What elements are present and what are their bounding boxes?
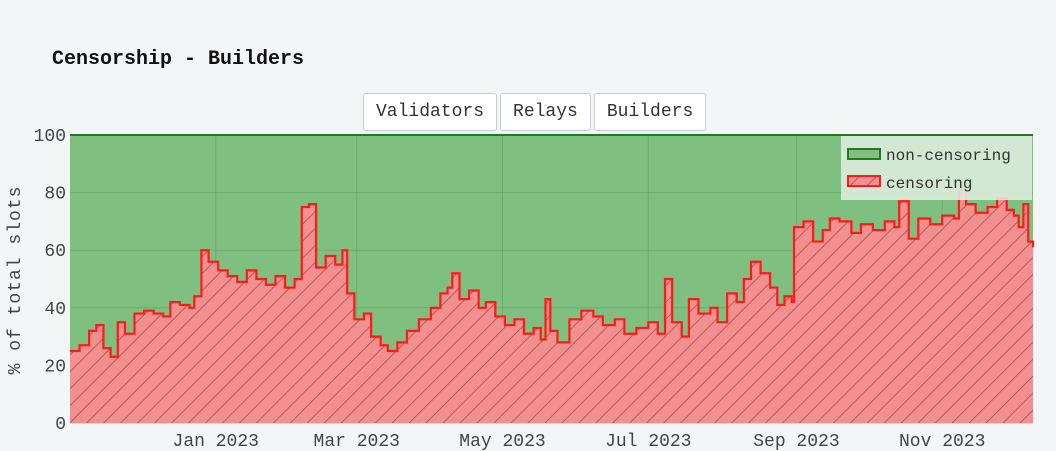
y-axis: 0 20 40 60 80 100 — [34, 127, 66, 435]
legend-label-non-censoring[interactable]: non-censoring — [886, 147, 1011, 165]
x-tick-label: Nov 2023 — [899, 432, 985, 451]
tab-builders[interactable]: Builders — [593, 93, 707, 131]
y-tick-label: 40 — [44, 300, 66, 320]
x-axis: Jan 2023 Mar 2023 May 2023 Jul 2023 Sep 2023… — [173, 432, 986, 451]
y-tick-label: 60 — [44, 242, 66, 262]
censoring-line — [70, 188, 1035, 358]
legend-label-censoring[interactable]: censoring — [886, 175, 972, 193]
x-tick-label: May 2023 — [459, 432, 545, 451]
x-tick-label: Jan 2023 — [173, 432, 259, 451]
y-tick-label: 80 — [44, 185, 66, 205]
y-tick-label: 100 — [34, 127, 66, 147]
tab-relays[interactable]: Relays — [500, 93, 591, 131]
legend-background — [841, 136, 1032, 200]
y-tick-label: 20 — [44, 357, 66, 377]
tab-validators[interactable]: Validators — [363, 93, 498, 131]
tab-bar: Validators Relays Builders — [363, 93, 707, 131]
censoring-area — [70, 189, 1033, 423]
page-title: Censorship - Builders — [52, 48, 305, 71]
y-tick-label: 0 — [55, 415, 66, 435]
y-axis-label: % of total slots — [6, 186, 26, 375]
legend-swatch-censoring[interactable] — [847, 175, 881, 187]
legend: non-censoring censoring — [841, 136, 1032, 200]
x-tick-label: Mar 2023 — [314, 432, 400, 451]
x-tick-label: Jul 2023 — [605, 432, 691, 451]
legend-swatch-non-censoring[interactable] — [847, 148, 881, 160]
x-tick-label: Sep 2023 — [753, 432, 839, 451]
